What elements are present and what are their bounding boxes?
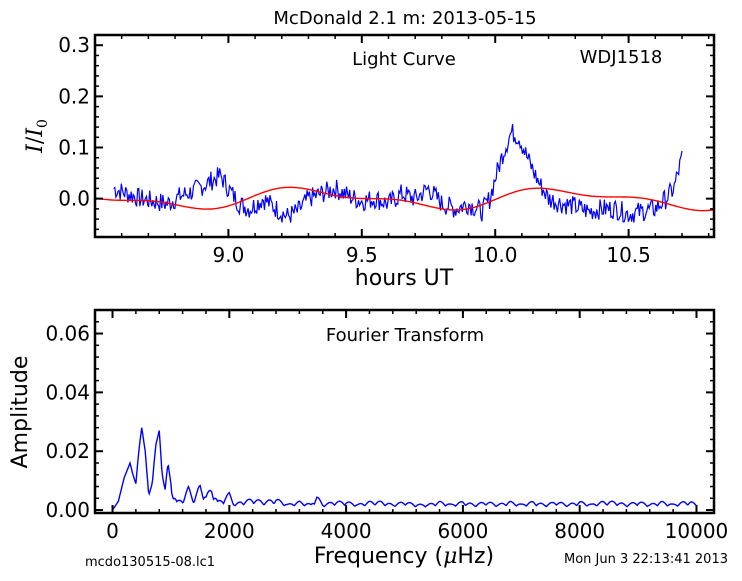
fourier-panel: 0 2000 4000 6000 8000 10000 0.00 0.02 0.04 0.06 F…	[8, 308, 729, 569]
fourier-series-group	[111, 427, 697, 511]
fourier-xtick-label: 2000	[204, 519, 255, 543]
light-curve-annotation: Light Curve	[352, 49, 456, 70]
light-curve-panel: 9.0 9.5 10.0 10.5 0.0 0.1 0.2 0.3 Light Curve W…	[23, 33, 716, 291]
fourier-xtick-label: 4000	[321, 519, 372, 543]
light-curve-xtick-label: 10.0	[473, 243, 518, 267]
light-curve-xtick-label: 9.5	[346, 243, 378, 267]
fourier-ytick-label: 0.02	[45, 439, 90, 463]
ylabel-subscript: 0	[35, 119, 51, 128]
amplitude-spectrum-line	[111, 427, 697, 511]
xlabel-mu: μ	[443, 544, 457, 569]
light-curve-ytick-label: 0.1	[58, 136, 90, 160]
light-curve-xtick-label: 10.5	[606, 243, 651, 267]
fourier-plot-area	[111, 427, 697, 511]
footer-timestamp: Mon Jun 3 22:13:41 2013	[564, 552, 728, 567]
footer-filename: mcdo130515-08.lc1	[85, 555, 215, 570]
xlabel-part-1: Frequency (	[314, 544, 443, 569]
light-curve-plot-area	[95, 123, 714, 223]
fourier-ytick-label: 0.04	[45, 380, 90, 404]
light-curve-ticks: 9.0 9.5 10.0 10.5 0.0 0.1 0.2 0.3	[58, 33, 714, 267]
fourier-ylabel: Amplitude	[8, 356, 33, 469]
fourier-xtick-label: 0	[106, 519, 119, 543]
sinusoid-fit-line	[95, 186, 714, 212]
light-curve-xtick-label: 9.0	[212, 243, 244, 267]
light-curve-data-line	[113, 123, 683, 223]
fourier-ytick-label: 0.00	[45, 498, 90, 522]
fourier-axes-frame	[93, 308, 716, 515]
fourier-ytick-label: 0.06	[45, 322, 90, 346]
fourier-xtick-label: 10000	[665, 519, 729, 543]
star-name-annotation: WDJ1518	[580, 47, 663, 68]
light-curve-xlabel: hours UT	[355, 266, 454, 291]
light-curve-ytick-label: 0.2	[58, 84, 90, 108]
ylabel-slash: /	[23, 136, 48, 144]
fourier-xtick-label: 8000	[554, 519, 605, 543]
fourier-xlabel: Frequency (μHz)	[314, 544, 494, 569]
light-curve-ytick-label: 0.0	[58, 187, 90, 211]
xlabel-part-2: Hz)	[457, 544, 494, 569]
light-curve-series-group	[95, 123, 714, 223]
light-curve-ytick-label: 0.3	[58, 33, 90, 57]
fourier-annotation: Fourier Transform	[326, 325, 484, 346]
figure-title: McDonald 2.1 m: 2013-05-15	[273, 8, 536, 29]
ylabel-I: I	[23, 143, 48, 154]
light-curve-ylabel: I/I0	[23, 119, 51, 154]
ylabel-I0: I	[23, 127, 48, 138]
light-curve-axes-frame	[93, 33, 716, 239]
fourier-xtick-label: 6000	[437, 519, 488, 543]
